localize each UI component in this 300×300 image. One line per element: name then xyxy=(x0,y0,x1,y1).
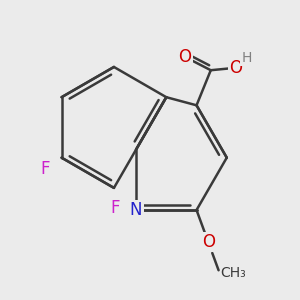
Text: F: F xyxy=(111,199,120,217)
Text: O: O xyxy=(229,59,242,77)
Text: F: F xyxy=(40,160,50,178)
Text: O: O xyxy=(202,233,215,251)
Text: H: H xyxy=(241,51,252,65)
Text: O: O xyxy=(178,48,191,66)
Text: N: N xyxy=(130,201,142,219)
Text: CH₃: CH₃ xyxy=(220,266,246,280)
